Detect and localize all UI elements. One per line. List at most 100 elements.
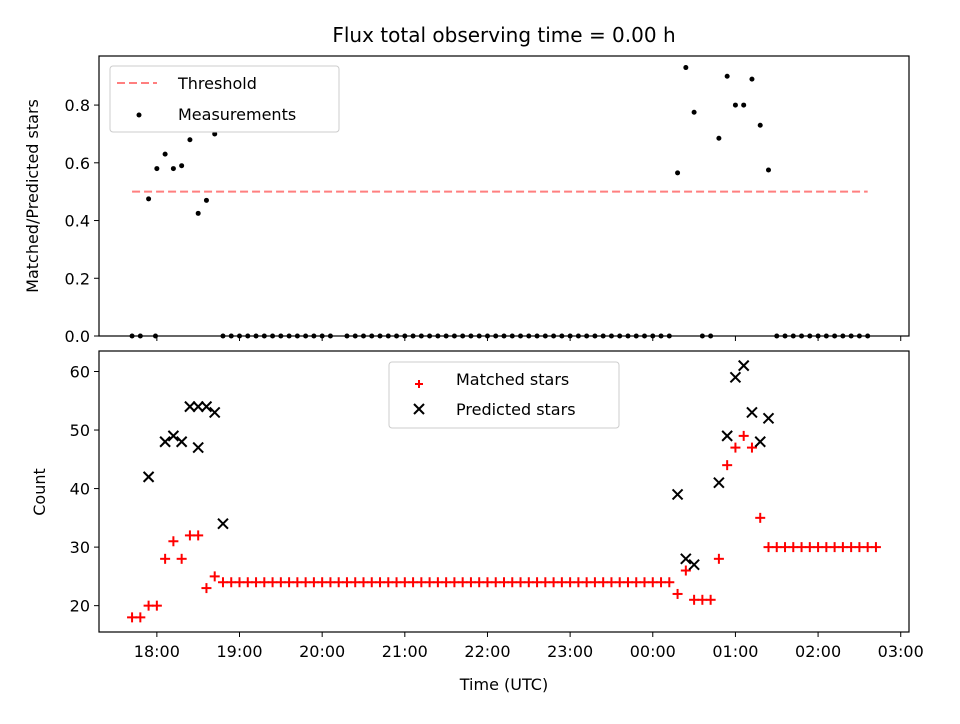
measurement-point [666, 333, 672, 339]
measurement-point [212, 131, 218, 137]
measurement-point [559, 333, 565, 339]
count-x-tick-label: 21:00 [382, 642, 428, 661]
matched-star-point [738, 430, 749, 441]
matched-star-point [176, 553, 187, 564]
predicted-star-point [217, 517, 229, 530]
matched-star-point [755, 512, 766, 523]
predicted-star-point [209, 406, 221, 419]
matched-star-point [209, 571, 220, 582]
measurement-point [865, 333, 871, 339]
measurement-point [385, 333, 391, 339]
measurement-point [129, 333, 135, 339]
ratio-legend-box [109, 65, 340, 133]
threshold-legend-label: Threshold [177, 74, 257, 93]
measurement-point [542, 333, 548, 339]
measurement-point [294, 333, 300, 339]
count-y-axis-label: Count [30, 468, 49, 516]
count-x-tick-label: 23:00 [547, 642, 593, 661]
measurement-point [716, 135, 722, 141]
measurement-point [154, 166, 160, 172]
ratio-y-axis: 0.0 0.2 0.4 0.6 0.8 [65, 96, 99, 346]
predicted-star-point [737, 359, 750, 372]
measurement-point [807, 333, 813, 339]
predicted-star-point [184, 400, 196, 413]
measurement-point [757, 122, 763, 128]
predicted-star-point [762, 412, 775, 425]
ratio-y-tick-label: 0.4 [65, 212, 90, 231]
measurement-point [352, 333, 358, 339]
matched-star-point [135, 612, 146, 623]
ratio-y-tick-label: 0.8 [65, 96, 90, 115]
measurement-point [237, 333, 243, 339]
count-plot-frame [98, 350, 910, 633]
measurement-point [286, 333, 292, 339]
measurement-point [476, 333, 482, 339]
measurement-point [518, 333, 524, 339]
measurement-point [311, 333, 317, 339]
matched-star-point [672, 588, 683, 599]
measurement-point [377, 333, 383, 339]
measurement-point [724, 73, 730, 79]
measurement-point [369, 333, 375, 339]
measurement-point [245, 333, 251, 339]
predicted-star-point [680, 553, 692, 565]
measurement-point [261, 333, 267, 339]
measurement-point [592, 333, 598, 339]
predicted-star-point [192, 400, 204, 413]
ratio-y-tick-label: 0.6 [65, 154, 90, 173]
measurement-point [848, 333, 854, 339]
measurement-point [658, 333, 664, 339]
count-y-tick-label: 40 [70, 480, 90, 499]
measurement-point [642, 333, 648, 339]
matched-star-point [746, 442, 757, 453]
measurement-point [625, 333, 631, 339]
count-x-tick-label: 01:00 [712, 642, 758, 661]
ratio-panel: 0.00.20.40.60.8 Matched/Predicted stars … [23, 55, 910, 346]
measurement-point [137, 333, 143, 339]
measurement-point [567, 333, 573, 339]
measurement-point [799, 333, 805, 339]
measurement-point [832, 333, 838, 339]
matched-star-point [193, 530, 204, 541]
measurement-point [270, 333, 276, 339]
predicted-star-point [167, 430, 180, 442]
predicted-star-point [688, 558, 700, 571]
measurement-point [509, 333, 515, 339]
measurement-point [584, 333, 590, 339]
measurement-point [617, 333, 623, 339]
count-x-axis-label: Time (UTC) [459, 675, 548, 694]
count-y-tick-label: 30 [70, 538, 90, 557]
measurement-point [170, 166, 176, 172]
matched-star-point [713, 553, 724, 564]
measurement-point [435, 333, 441, 339]
matched-star-point [151, 600, 162, 611]
measurement-point [228, 333, 234, 339]
predicted-star-point [671, 488, 684, 501]
predicted-star-point [754, 436, 766, 448]
measurements-legend-label: Measurements [178, 105, 296, 124]
matched-legend-label: Matched stars [456, 370, 569, 389]
measurements-legend-swatch [136, 112, 142, 118]
measurement-point [526, 333, 532, 339]
predicted-star-point [729, 371, 742, 384]
measurement-point [187, 137, 193, 143]
count-y-tick-label: 50 [70, 421, 90, 440]
matched-star-point [664, 577, 675, 588]
predicted-star-point [175, 436, 188, 448]
count-x-axis: 18:00 19:00 20:00 21:00 22:00 23:00 00:00 01:00… [134, 632, 924, 661]
measurement-point [749, 76, 755, 82]
measurement-point [484, 333, 490, 339]
predicted-legend-label: Predicted stars [456, 400, 576, 419]
matched-star-point [201, 583, 212, 594]
matched-star-point [870, 542, 881, 553]
measurement-point [152, 333, 158, 339]
measurement-point [633, 333, 639, 339]
matched-star-point [730, 442, 741, 453]
measurement-point [418, 333, 424, 339]
measurement-point [195, 210, 201, 216]
predicted-stars-points [142, 359, 775, 571]
measurement-point [691, 109, 697, 115]
measurement-point [493, 333, 499, 339]
predicted-star-point [192, 441, 204, 454]
matched-star-point [705, 594, 716, 605]
